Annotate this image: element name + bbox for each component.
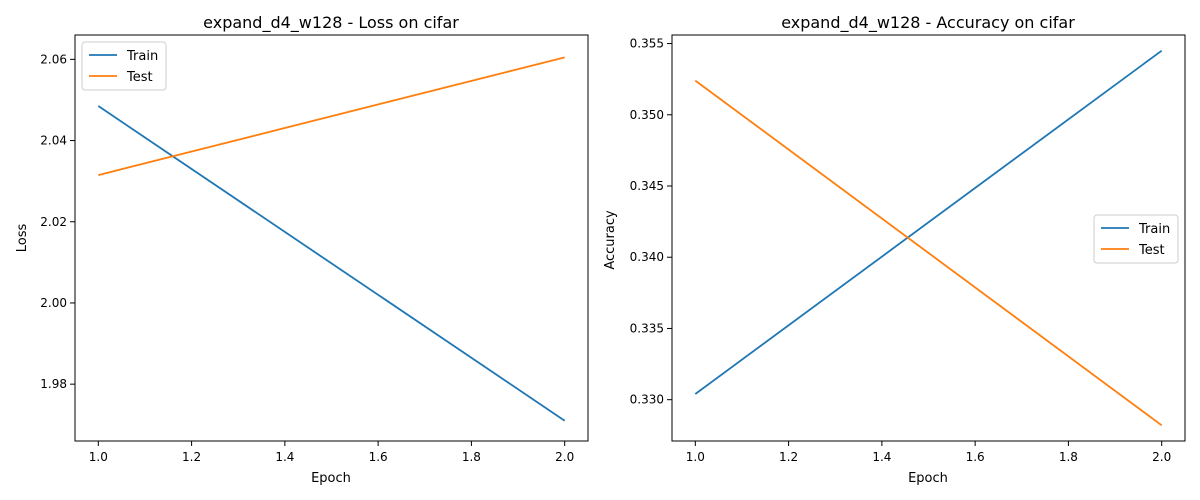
- accuracy-y-tick-label: 0.345: [630, 179, 664, 193]
- loss-y-tick-label: 2.06: [40, 52, 67, 66]
- accuracy-x-tick-label: 1.0: [686, 450, 705, 464]
- accuracy-legend: Train Test: [1093, 214, 1179, 264]
- accuracy-x-tick-label: 1.8: [1059, 450, 1078, 464]
- loss-chart: expand_d4_w128 - Loss on cifar 1.0 1.2 1.4…: [15, 13, 589, 486]
- loss-x-tick-label: 1.8: [462, 450, 481, 464]
- accuracy-y-tick-label: 0.355: [630, 37, 664, 51]
- accuracy-x-tick-label: 2.0: [1152, 450, 1171, 464]
- accuracy-plot-frame: [671, 34, 1186, 442]
- accuracy-y-tick-label: 0.340: [630, 250, 664, 264]
- loss-y-tick-label: 1.98: [40, 377, 67, 391]
- accuracy-x-tick-label: 1.4: [872, 450, 891, 464]
- accuracy-x-tick-label: 1.6: [966, 450, 985, 464]
- loss-x-tick-label: 1.4: [275, 450, 294, 464]
- loss-chart-title: expand_d4_w128 - Loss on cifar: [203, 13, 459, 33]
- accuracy-chart: expand_d4_w128 - Accuracy on cifar 1.0 1.…: [603, 13, 1186, 486]
- accuracy-legend-box: [1093, 214, 1179, 264]
- loss-legend-box: [81, 41, 167, 91]
- loss-legend-train-label: Train: [126, 49, 158, 64]
- loss-x-ticks: 1.0 1.2 1.4 1.6 1.8 2.0: [89, 441, 574, 464]
- accuracy-series-lines: [694, 49, 1163, 427]
- accuracy-y-ticks: 0.330 0.335 0.340 0.345 0.350 0.355: [630, 37, 672, 407]
- accuracy-y-tick-label: 0.350: [630, 108, 664, 122]
- loss-y-axis-label: Loss: [15, 224, 30, 253]
- loss-x-tick-label: 2.0: [555, 450, 574, 464]
- accuracy-legend-train-label: Train: [1138, 222, 1170, 237]
- loss-plot-frame: [74, 34, 589, 442]
- loss-train-line: [97, 105, 566, 422]
- accuracy-x-tick-label: 1.2: [779, 450, 798, 464]
- accuracy-x-ticks: 1.0 1.2 1.4 1.6 1.8 2.0: [686, 441, 1171, 464]
- accuracy-train-line: [694, 49, 1163, 395]
- loss-legend: Train Test: [81, 41, 167, 91]
- accuracy-y-axis-label: Accuracy: [603, 210, 618, 270]
- loss-legend-test-label: Test: [126, 70, 153, 85]
- loss-y-tick-label: 2.04: [40, 134, 67, 148]
- accuracy-chart-title: expand_d4_w128 - Accuracy on cifar: [781, 13, 1075, 33]
- accuracy-test-line: [694, 79, 1163, 427]
- loss-x-tick-label: 1.0: [89, 450, 108, 464]
- loss-series-lines: [97, 56, 566, 422]
- loss-x-tick-label: 1.2: [182, 450, 201, 464]
- accuracy-y-tick-label: 0.335: [630, 321, 664, 335]
- accuracy-legend-test-label: Test: [1138, 243, 1165, 258]
- accuracy-x-axis-label: Epoch: [908, 471, 948, 486]
- loss-y-tick-label: 2.00: [40, 296, 67, 310]
- loss-x-axis-label: Epoch: [311, 471, 351, 486]
- accuracy-y-tick-label: 0.330: [630, 393, 664, 407]
- loss-x-tick-label: 1.6: [369, 450, 388, 464]
- loss-test-line: [98, 56, 565, 176]
- loss-y-ticks: 1.98 2.00 2.02 2.04 2.06: [40, 52, 75, 391]
- loss-y-tick-label: 2.02: [40, 215, 67, 229]
